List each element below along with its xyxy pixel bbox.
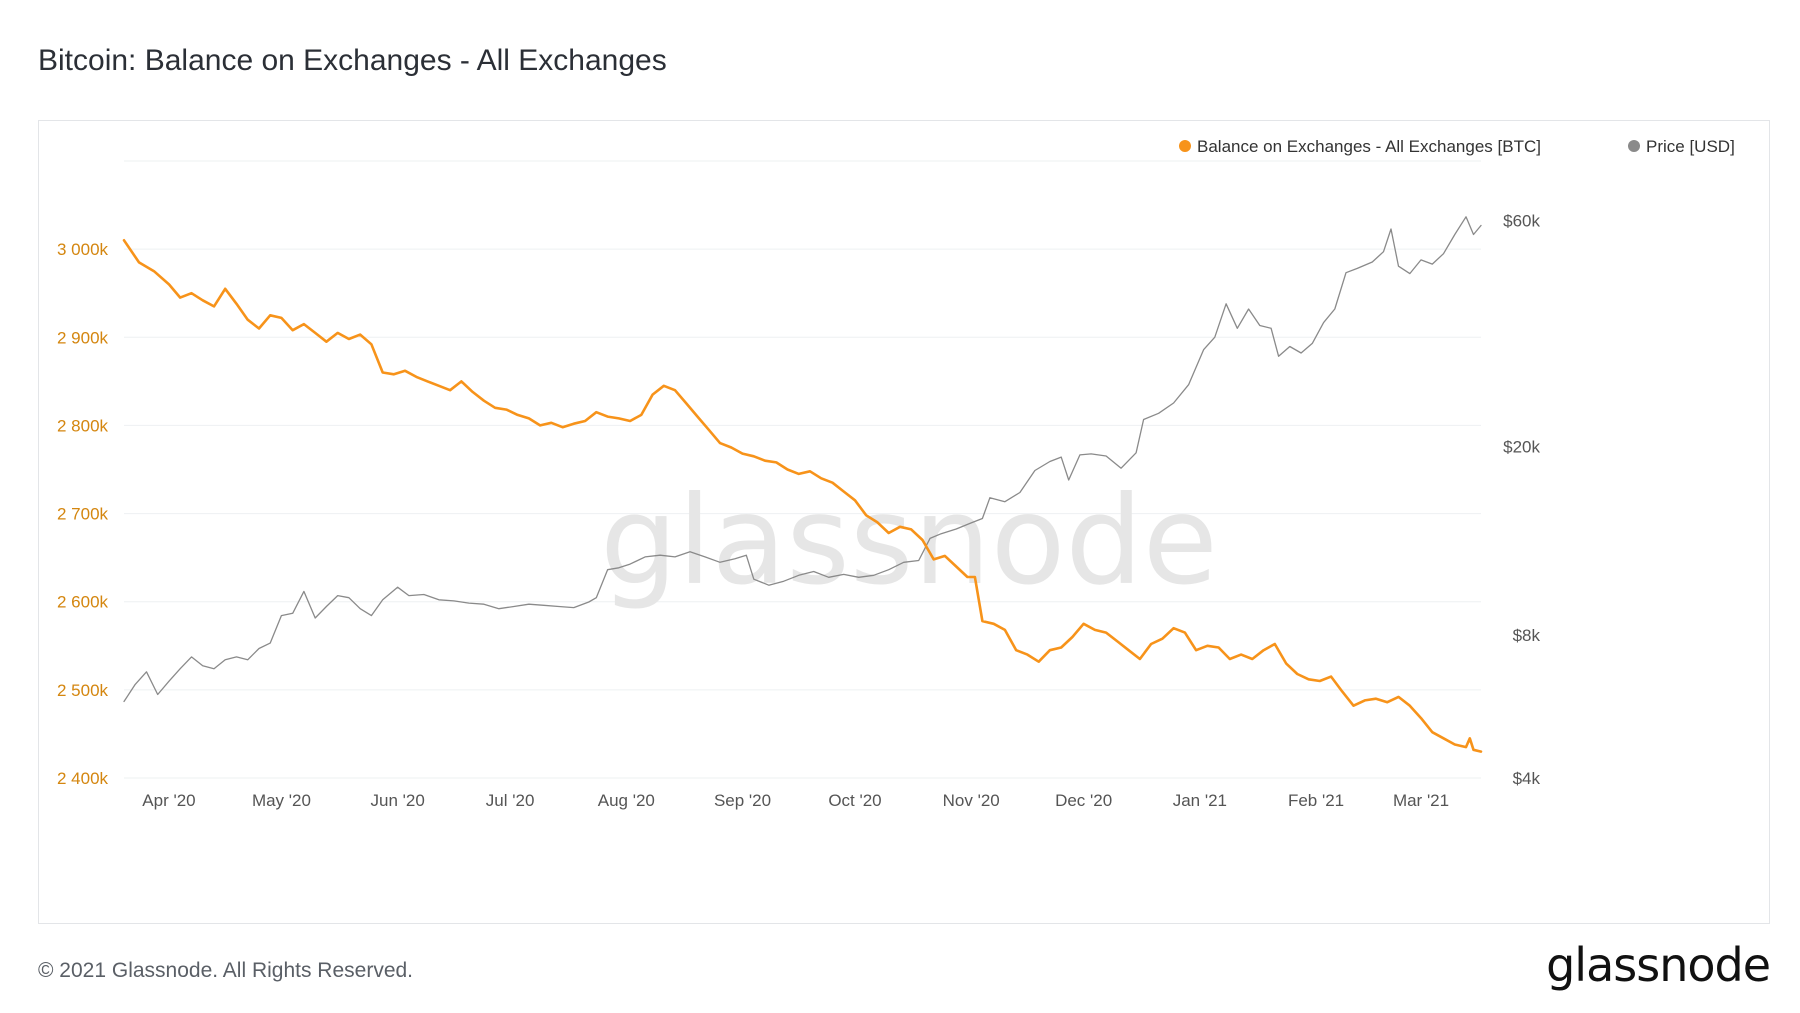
chart-panel: glassnode 2 400k 2 500k 2 600k 2 700k 2 800k… — [38, 120, 1770, 924]
right-axis: $4k $8k $20k $60k — [1503, 211, 1540, 788]
copyright-text: © 2021 Glassnode. All Rights Reserved. — [38, 959, 414, 982]
legend-label: Price [USD] — [1646, 137, 1735, 156]
left-axis-tick-label: 3 000k — [57, 240, 109, 259]
left-axis-tick-label: 2 500k — [57, 681, 109, 700]
right-axis-tick-label: $20k — [1503, 438, 1540, 457]
series-layer — [122, 216, 1483, 753]
left-axis-tick-label: 2 400k — [57, 769, 109, 788]
legend-label: Balance on Exchanges - All Exchanges [BT… — [1197, 137, 1541, 156]
left-axis-tick-label: 2 800k — [57, 416, 109, 435]
x-axis-tick-label: Jul '20 — [486, 791, 535, 810]
x-axis-tick-label: Mar '21 — [1393, 791, 1449, 810]
x-axis-tick-label: Sep '20 — [714, 791, 771, 810]
x-axis-tick-label: Jan '21 — [1173, 791, 1227, 810]
price-series-line — [123, 216, 1482, 703]
left-axis: 2 400k 2 500k 2 600k 2 700k 2 800k 2 900k 3 00… — [57, 240, 109, 788]
glassnode-logo[interactable]: glassnode — [1546, 938, 1771, 992]
legend-dot — [1628, 140, 1640, 152]
legend-dot — [1179, 140, 1191, 152]
legend-item-price: Price [USD] — [1628, 137, 1735, 156]
x-axis-tick-label: Jun '20 — [371, 791, 425, 810]
x-axis-tick-label: Aug '20 — [598, 791, 655, 810]
x-axis-tick-label: Nov '20 — [943, 791, 1000, 810]
left-axis-tick-label: 2 700k — [57, 505, 109, 524]
x-axis-tick-label: Dec '20 — [1055, 791, 1112, 810]
legend: Balance on Exchanges - All Exchanges [BT… — [1179, 137, 1735, 156]
right-axis-tick-label: $8k — [1513, 626, 1541, 645]
right-axis-tick-label: $4k — [1513, 769, 1541, 788]
balance-series-line — [122, 239, 1483, 753]
x-axis-tick-label: Apr '20 — [142, 791, 195, 810]
chart-svg: glassnode 2 400k 2 500k 2 600k 2 700k 2 800k… — [57, 137, 1735, 810]
left-axis-tick-label: 2 600k — [57, 593, 109, 612]
left-axis-tick-label: 2 900k — [57, 328, 109, 347]
right-axis-tick-label: $60k — [1503, 211, 1540, 230]
legend-item-balance: Balance on Exchanges - All Exchanges [BT… — [1179, 137, 1541, 156]
x-axis-tick-label: Feb '21 — [1288, 791, 1344, 810]
watermark: glassnode — [600, 470, 1218, 612]
page-title: Bitcoin: Balance on Exchanges - All Exch… — [38, 44, 667, 77]
x-axis-tick-label: Oct '20 — [828, 791, 881, 810]
x-axis-tick-label: May '20 — [252, 791, 311, 810]
x-axis: Apr '20 May '20 Jun '20 Jul '20 Aug '20 Sep '… — [142, 791, 1449, 810]
